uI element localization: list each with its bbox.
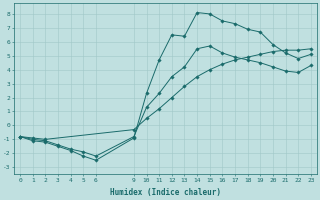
X-axis label: Humidex (Indice chaleur): Humidex (Indice chaleur) [110, 188, 221, 197]
